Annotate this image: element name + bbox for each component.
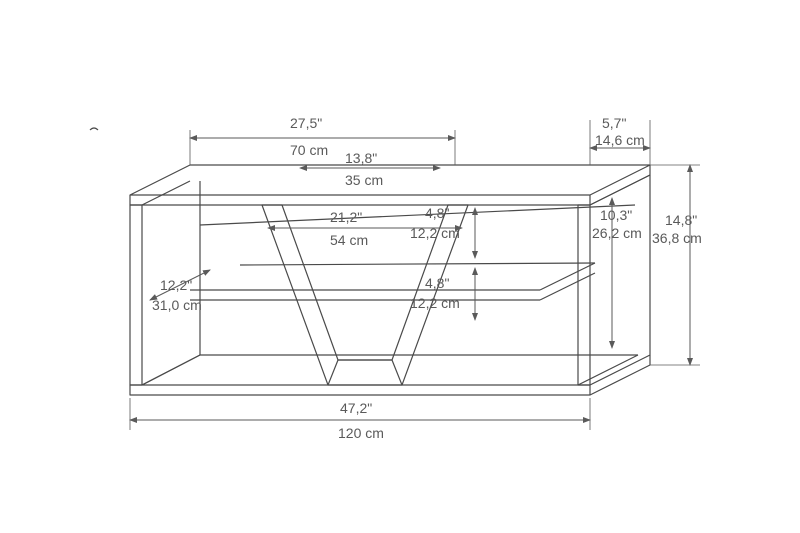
dim-inner-top-cm: 35 cm <box>345 172 383 188</box>
dim-top-width-in: 27,5" <box>290 115 322 131</box>
dim-gap1-cm: 12,2 cm <box>410 225 460 241</box>
dim-bottom-in: 47,2" <box>340 400 372 416</box>
dim-htot-cm: 36,8 cm <box>652 230 702 246</box>
dim-htot-in: 14,8" <box>665 212 697 228</box>
dim-vtop-in: 21,2" <box>330 209 362 225</box>
dimensions: 27,5" 70 cm 13,8" 35 cm 21,2" 54 cm 4,8"… <box>130 115 702 441</box>
furniture-outline <box>130 165 650 395</box>
dim-top-width-cm: 70 cm <box>290 142 328 158</box>
dim-hin-in: 10,3" <box>600 207 632 223</box>
dim-vtop-cm: 54 cm <box>330 232 368 248</box>
dim-hin-cm: 26,2 cm <box>592 225 642 241</box>
dim-gap1-in: 4,8" <box>425 205 449 221</box>
stray-mark <box>90 128 98 130</box>
dim-depth-cm: 31,0 cm <box>152 297 202 313</box>
dim-depthsm-cm: 14,6 cm <box>595 132 645 148</box>
dim-depth-in: 12,2" <box>160 277 192 293</box>
dim-depthsm-in: 5,7" <box>602 115 626 131</box>
dim-inner-top-in: 13,8" <box>345 150 377 166</box>
dim-bottom-cm: 120 cm <box>338 425 384 441</box>
dim-gap2-in: 4,8" <box>425 275 449 291</box>
furniture-drawing: 27,5" 70 cm 13,8" 35 cm 21,2" 54 cm 4,8"… <box>0 0 800 533</box>
dim-gap2-cm: 12,2 cm <box>410 295 460 311</box>
